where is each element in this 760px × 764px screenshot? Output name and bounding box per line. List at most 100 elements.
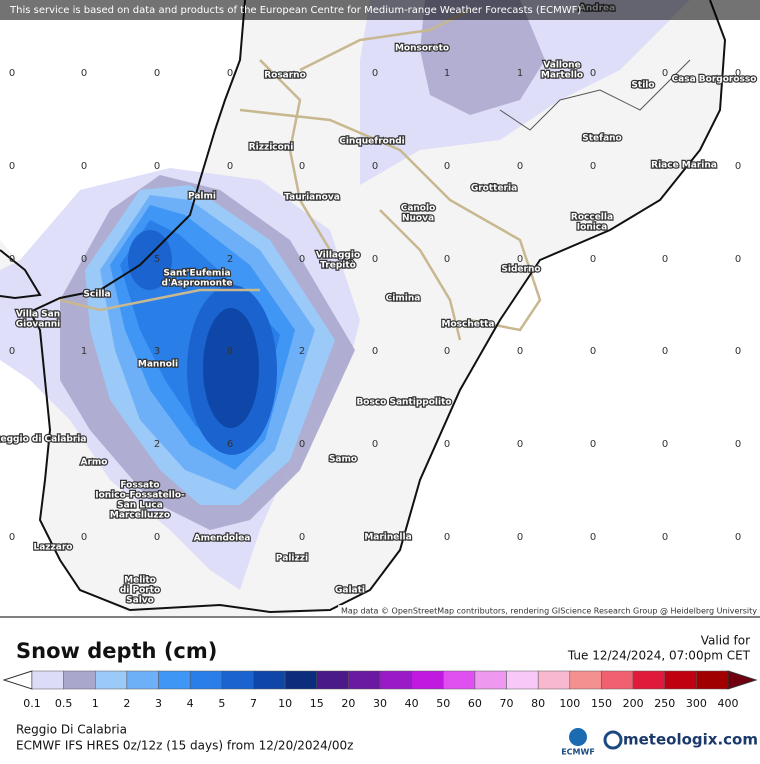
grid-value: 0 — [372, 439, 378, 450]
road — [259, 59, 332, 251]
place-label: Sant'Eufemia — [163, 269, 230, 279]
legend-label: 200 — [623, 697, 644, 710]
legend-label: 1 — [92, 697, 99, 710]
banner-bg — [0, 0, 760, 20]
place-label: Rosarno — [264, 71, 306, 81]
grid-value: 0 — [735, 532, 741, 543]
grid-value: 0 — [444, 439, 450, 450]
place-label: Martello — [541, 71, 583, 81]
attribution-bg — [338, 605, 760, 616]
grid-value: 5 — [154, 254, 160, 265]
grid-value: 0 — [662, 439, 668, 450]
road — [379, 209, 462, 341]
grid-value: 0 — [517, 439, 523, 450]
legend-label: 20 — [341, 697, 355, 710]
ecmwf-icon — [569, 728, 587, 746]
place-label: Marinella — [364, 533, 411, 543]
grid-value: 2 — [299, 346, 305, 357]
grid-value: 0 — [517, 346, 523, 357]
place-label: Bosco Santippolito — [356, 398, 451, 408]
grid-value: 0 — [735, 346, 741, 357]
grid-value: 0 — [517, 161, 523, 172]
snow-area — [420, 0, 545, 115]
legend-over — [727, 670, 758, 690]
coastline — [0, 249, 42, 300]
place-label: Marcelluzzo — [110, 511, 170, 521]
legend-swatch — [696, 670, 729, 690]
legend-swatch — [569, 670, 602, 690]
grid-value: 2 — [227, 254, 233, 265]
legend-label: 40 — [405, 697, 419, 710]
legend: 0.1 0.5 1 2 3 4 5 7 10 15 20 30 40 50 60 70 80 100 150 200 2… — [2, 670, 758, 710]
location: Reggio Di Calabria — [16, 723, 127, 737]
legend-swatch — [253, 670, 286, 690]
grid-value: 0 — [372, 254, 378, 265]
grid-value: 0 — [81, 161, 87, 172]
legend-swatch — [126, 670, 159, 690]
grid-value: 0 — [517, 532, 523, 543]
logo-icon[interactable] — [603, 730, 623, 750]
logo-left: ECMWF — [561, 748, 595, 757]
legend-swatch — [63, 670, 96, 690]
legend-label: 0.1 — [23, 697, 41, 710]
place-label: di Porto — [120, 586, 160, 596]
legend-swatch — [632, 670, 665, 690]
grid-value: 0 — [299, 161, 305, 172]
grid-value: 0 — [9, 68, 15, 79]
grid-value: 0 — [154, 532, 160, 543]
grid-value: 1 — [444, 68, 450, 79]
place-label: Fossato — [120, 481, 159, 491]
place-label: Ionica — [577, 223, 607, 233]
legend-label: 2 — [123, 697, 130, 710]
legend-swatch — [316, 670, 349, 690]
grid-value: 6 — [227, 439, 233, 450]
legend-label: 400 — [718, 697, 739, 710]
legend-swatch — [664, 670, 697, 690]
place-label: Villa San — [16, 310, 60, 320]
legend-label: 3 — [155, 697, 162, 710]
legend-swatch — [379, 670, 412, 690]
grid-value: 0 — [590, 254, 596, 265]
place-label: San Luca — [117, 501, 163, 511]
grid-value: 0 — [444, 532, 450, 543]
grid-value: 0 — [299, 439, 305, 450]
legend-label: 30 — [373, 697, 387, 710]
grid-value: 0 — [735, 254, 741, 265]
road — [59, 288, 260, 312]
legend-swatch — [601, 670, 634, 690]
grid-value: 1 — [81, 346, 87, 357]
grid-value: 0 — [444, 346, 450, 357]
legend-under — [2, 670, 33, 690]
grid-value: 0 — [444, 254, 450, 265]
place-label: Giovanni — [16, 320, 61, 330]
valid-label: Valid for — [701, 634, 750, 648]
grid-value: 0 — [517, 254, 523, 265]
grid-value: 0 — [372, 346, 378, 357]
model: ECMWF IFS HRES 0z/12z (15 days) from 12/… — [16, 739, 353, 753]
place-label: Mannoli — [138, 360, 178, 370]
grid-value: 0 — [299, 254, 305, 265]
place-label: Grotteria — [471, 184, 517, 194]
logo-right[interactable]: meteologix.com — [623, 731, 758, 749]
place-label: Reggio di Calabria — [0, 435, 86, 445]
legend-label: 0.5 — [55, 697, 73, 710]
coastline — [28, 0, 727, 614]
road — [239, 108, 542, 332]
legend-swatch — [158, 670, 191, 690]
legend-title: Snow depth (cm) — [16, 639, 217, 663]
grid-value: 0 — [735, 439, 741, 450]
place-label: Stilo — [631, 81, 654, 91]
place-label: Salvo — [126, 596, 154, 606]
place-label: Vallone — [543, 61, 580, 71]
grid-value: 0 — [590, 439, 596, 450]
place-label: Roccella — [571, 213, 613, 223]
grid-value: 0 — [81, 254, 87, 265]
grid-value: 0 — [9, 254, 15, 265]
legend-swatch — [537, 670, 571, 690]
place-label: Monsoreto — [395, 44, 449, 54]
legend-label: 250 — [654, 697, 675, 710]
grid-value: 0 — [299, 532, 305, 543]
place-label: Scilla — [83, 290, 110, 300]
place-label: Trepitò — [320, 260, 356, 271]
roads — [59, 8, 542, 341]
